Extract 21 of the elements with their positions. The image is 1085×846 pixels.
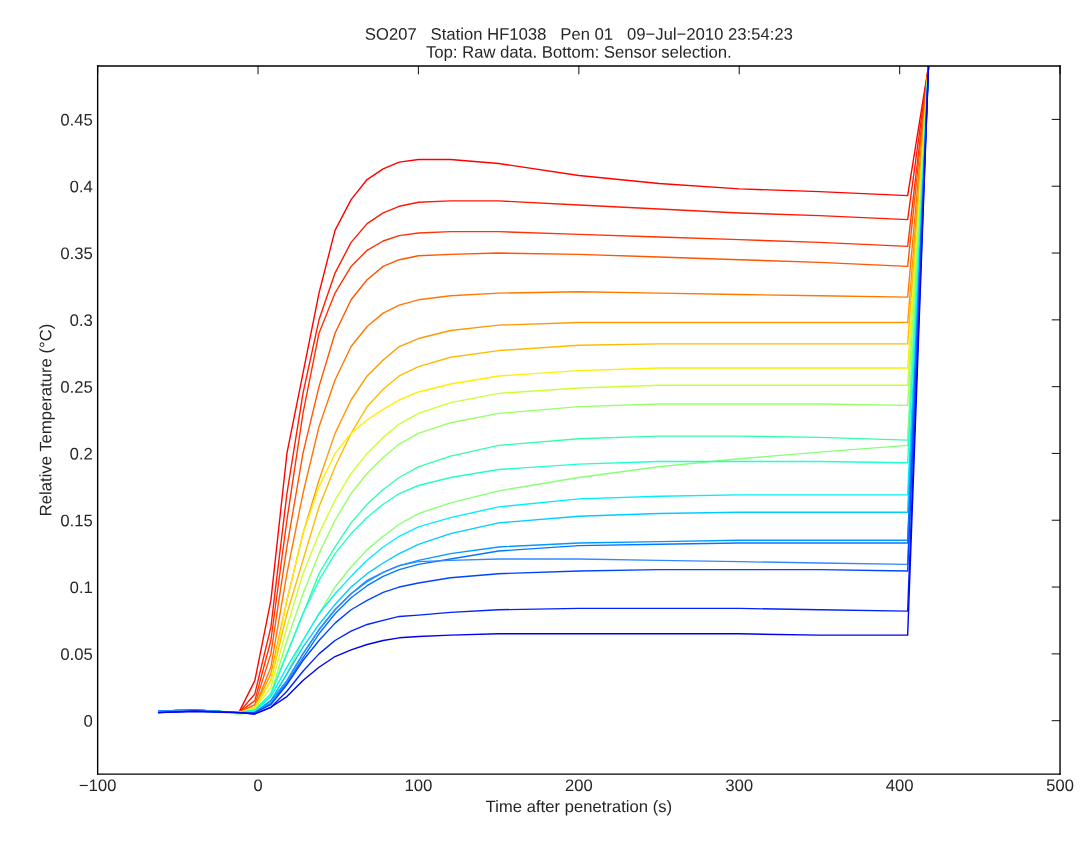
x-tick-label: 300 [725,779,753,792]
x-axis-title: Time after penetration (s) [485,800,672,816]
x-tick-label: 100 [405,779,432,792]
x-tick-label: 500 [1046,779,1074,792]
y-tick-label: 0.3 [70,314,93,327]
y-tick-label: 0.1 [70,581,92,594]
y-tick-label: 0.2 [70,447,92,460]
y-tick-label: 0.35 [61,247,93,260]
y-tick-label: 0.45 [61,113,93,126]
chart-title: SO207 Station HF1038 Pen 01 09−Jul−2010 23:54:23 [365,27,793,40]
y-axis-title: Relative Temperature (°C) [39,324,55,515]
y-tick-label: 0 [84,715,93,727]
x-tick-label: 200 [565,779,593,792]
y-tick-label: 0.25 [61,381,93,393]
x-tick-label: 0 [254,779,263,792]
chart-subtitle: Top: Raw data. Bottom: Sensor selection. [426,45,731,62]
x-tick-label: 400 [886,779,913,792]
x-tick-label: −100 [79,779,116,792]
y-tick-label: 0.15 [61,514,93,527]
y-tick-label: 0.4 [70,180,93,193]
y-tick-label: 0.05 [61,648,93,661]
